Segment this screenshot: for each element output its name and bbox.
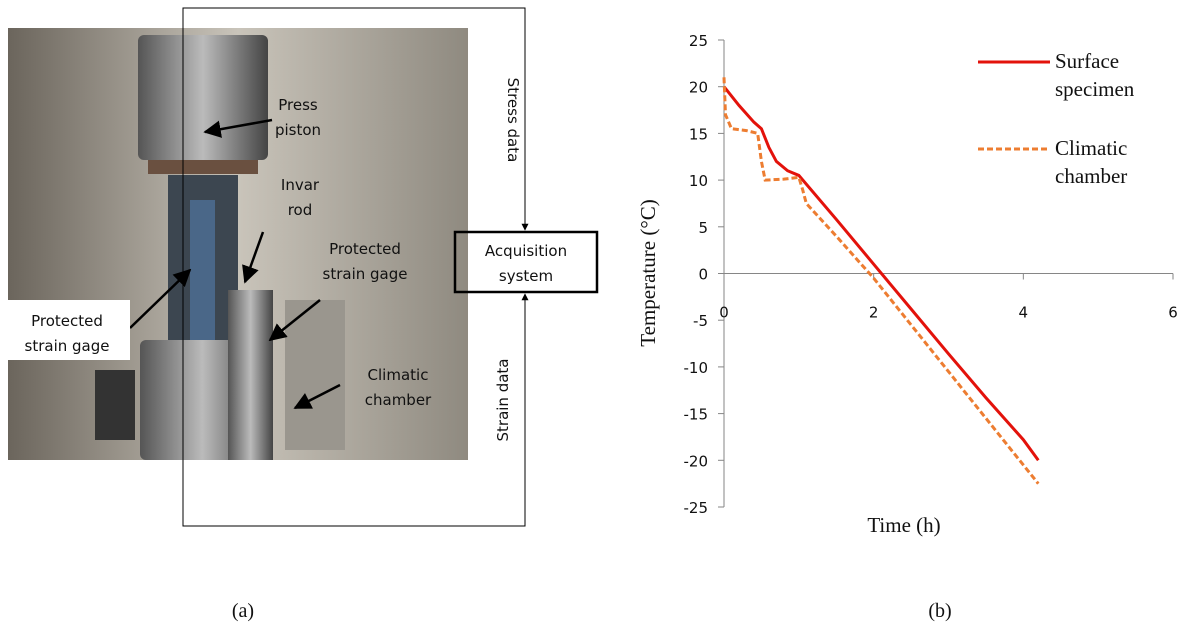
annotation: Climatic — [368, 366, 429, 384]
annotation: Press — [278, 96, 318, 114]
annotation: system — [499, 267, 553, 285]
y-tick-label: 0 — [698, 266, 708, 284]
annotation: Invar — [281, 176, 320, 194]
y-tick-label: 25 — [689, 32, 708, 50]
y-tick-label: 15 — [689, 125, 708, 143]
annotation: Protected — [31, 312, 103, 330]
legend-label: Climatic chamber — [1055, 136, 1127, 188]
y-tick-label: -25 — [684, 499, 709, 517]
annotation: strain gage — [25, 337, 110, 355]
x-tick-label: 6 — [1168, 304, 1178, 322]
annotation: rod — [288, 201, 313, 219]
y-tick-label: 10 — [689, 172, 708, 190]
panel-b-chart: -25 -20 -15 -10 -5 0 5 10 15 20 25 0 2 4 6 Time (h) Temp… — [636, 32, 1178, 622]
series-line — [722, 77, 1040, 485]
annotation: Protected — [329, 240, 401, 258]
annotation: Acquisition — [485, 242, 567, 260]
series-line — [722, 85, 1040, 462]
y-tick-label: 5 — [698, 219, 708, 237]
panel-a-labels: Press piston Invar rod Protected strain gage P… — [25, 78, 568, 622]
y-tick-label: -20 — [684, 452, 709, 470]
legend-label: Surface specimen — [1055, 49, 1135, 101]
caption: (a) — [232, 600, 254, 622]
y-tick-label: -10 — [684, 359, 709, 377]
frame — [182, 7, 599, 527]
x-axis-title: Time (h) — [867, 513, 940, 537]
photo — [8, 28, 468, 460]
annotation: chamber — [365, 391, 432, 409]
annotation: piston — [275, 121, 321, 139]
y-axis-title: Temperature (°C) — [636, 199, 660, 346]
axis-note: Strain data — [494, 359, 512, 442]
x-tick-label: 4 — [1019, 304, 1029, 322]
y-tick-label: 20 — [689, 79, 708, 97]
x-tick-label: 0 — [719, 304, 729, 322]
axis-note: Stress data — [504, 78, 522, 163]
x-tick-label: 2 — [869, 304, 879, 322]
label-box — [5, 300, 130, 360]
arrows — [129, 118, 341, 410]
y-tick-label: -5 — [693, 312, 708, 330]
y-tick-label: -15 — [684, 406, 709, 424]
annotation: strain gage — [323, 265, 408, 283]
caption: (b) — [928, 600, 951, 622]
